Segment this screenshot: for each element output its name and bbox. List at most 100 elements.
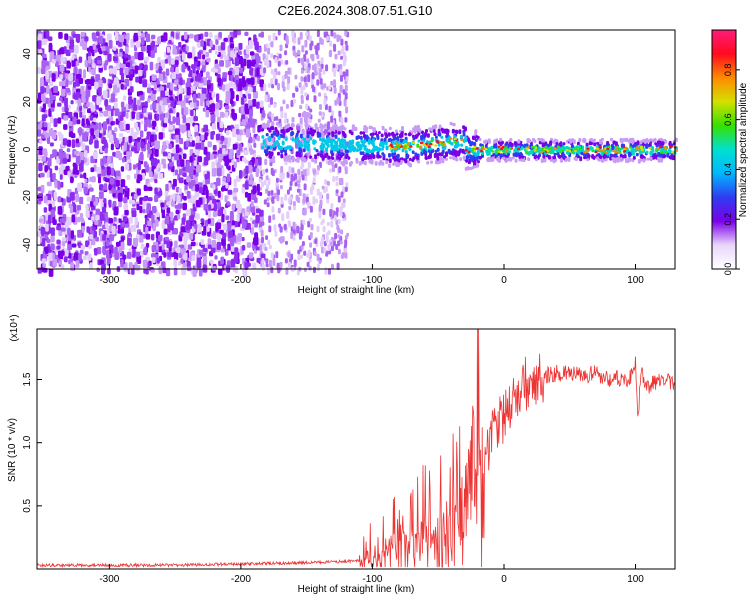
heatmap-cell (505, 157, 509, 162)
heatmap-cell (81, 38, 86, 47)
heatmap-cell (241, 80, 247, 87)
heatmap-cell (324, 179, 328, 185)
heatmap-cell (291, 156, 295, 162)
heatmap-cell (533, 155, 537, 160)
heatmap-cell (61, 218, 66, 223)
heatmap-cell (92, 226, 96, 231)
heatmap-cell (209, 259, 214, 264)
heatmap-cell (311, 72, 315, 80)
heatmap-cell (114, 251, 119, 260)
heatmap-cell (270, 252, 274, 259)
heatmap-cell (304, 39, 308, 48)
heatmap-cell (269, 158, 273, 163)
heatmap-cell (220, 135, 225, 142)
heatmap-cell (151, 34, 156, 40)
heatmap-cell (98, 79, 103, 89)
heatmap-cell (242, 119, 247, 126)
heatmap-cell (185, 140, 190, 148)
heatmap-cell (372, 154, 376, 159)
heatmap-cell (279, 123, 283, 128)
heatmap-cell (201, 87, 207, 94)
heatmap-cell (212, 198, 217, 204)
heatmap-cell (96, 96, 101, 106)
heatmap-cell (326, 123, 330, 130)
heatmap-cell (99, 184, 104, 191)
heatmap-cell (318, 111, 322, 116)
heatmap-cell (258, 157, 262, 166)
heatmap-cell (181, 266, 186, 276)
heatmap-cell (142, 209, 146, 214)
heatmap-cell (95, 236, 99, 242)
heatmap-cell (664, 139, 668, 144)
colorbar-tick-label: 0.6 (723, 113, 733, 126)
snr-panel: -300 -200 -100 0 100 0.51.01.5 Height of str… (7, 314, 676, 595)
heatmap-cell (246, 59, 252, 69)
heatmap-cell (271, 206, 275, 213)
heatmap-cell (320, 83, 324, 90)
heatmap-cell (435, 140, 439, 143)
heatmap-cell (124, 46, 129, 54)
heatmap-cell (221, 213, 225, 223)
heatmap-cell (504, 143, 508, 147)
heatmap-cell (200, 142, 205, 150)
heatmap-cell (177, 213, 181, 220)
heatmap-cell (650, 146, 654, 151)
heatmap-cell (414, 125, 417, 130)
heatmap-cell (45, 61, 49, 67)
heatmap-cell (424, 142, 428, 146)
heatmap-cell (158, 66, 162, 74)
heatmap-cell (267, 47, 271, 55)
heatmap-cell (137, 30, 142, 37)
heatmap-cell (208, 211, 212, 218)
snr-x-label: Height of straight line (km) (298, 584, 415, 595)
heatmap-cell (192, 268, 197, 277)
heatmap-cell (309, 232, 313, 239)
heatmap-cell (453, 137, 457, 141)
heatmap-cell (115, 170, 121, 177)
heatmap-cell (76, 204, 82, 211)
heatmap-cell (259, 209, 264, 217)
heatmap-cell (544, 146, 548, 149)
heatmap-cell (88, 66, 92, 73)
heatmap-cell (64, 104, 68, 113)
heatmap-cell (166, 239, 170, 249)
heatmap-cell (193, 116, 198, 122)
heatmap-cell (404, 150, 408, 154)
heatmap-cell (198, 268, 203, 277)
heatmap-cell (311, 157, 315, 163)
heatmap-cell (473, 145, 477, 149)
heatmap-cell (419, 141, 423, 145)
heatmap-cell (172, 148, 176, 154)
heatmap-cell (202, 256, 208, 264)
heatmap-cell (404, 142, 408, 146)
heatmap-cell (170, 216, 174, 221)
heatmap-cell (180, 100, 186, 109)
heatmap-cell (473, 141, 477, 147)
heatmap-cell (308, 118, 312, 124)
heatmap-cell (642, 158, 646, 163)
heatmap-cell (290, 131, 294, 137)
heatmap-cell (48, 251, 53, 260)
heatmap-cell (398, 144, 402, 147)
heatmap-cell (259, 221, 263, 229)
heatmap-cell (210, 67, 216, 72)
heatmap-cell (401, 148, 405, 153)
heatmap-cell (381, 125, 385, 131)
heatmap-cell (259, 100, 264, 108)
heatmap-cell (280, 110, 284, 119)
heatmap-cell (491, 150, 494, 153)
heatmap-cell (264, 94, 268, 103)
heatmap-cell (79, 174, 84, 179)
heatmap-cell (367, 149, 371, 154)
heatmap-cell (162, 151, 168, 157)
heatmap-cell (260, 31, 264, 38)
heatmap-cell (327, 243, 331, 251)
heatmap-cell (137, 99, 141, 106)
heatmap-cell (78, 253, 82, 262)
heatmap-cell (541, 142, 545, 148)
heatmap-cell (233, 161, 237, 169)
heatmap-cell (183, 232, 189, 241)
heatmap-cell (228, 230, 233, 239)
heatmap-cell (265, 235, 269, 240)
heatmap-cell (301, 241, 305, 247)
